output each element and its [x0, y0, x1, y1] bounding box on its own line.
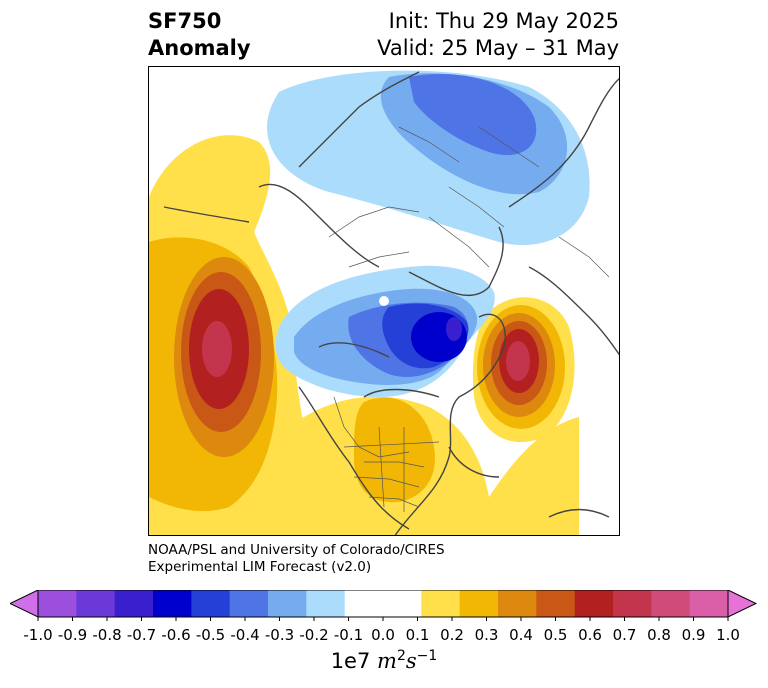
unit-base: 1e7 — [330, 649, 371, 673]
variable-name: SF750 — [148, 9, 222, 33]
colorbar-segment — [651, 590, 691, 617]
colorbar-tick-label: 0.2 — [440, 626, 464, 644]
colorbar-tick-label: 0.8 — [647, 626, 671, 644]
chart-title: SF750 Anomaly — [148, 8, 251, 62]
colorbar-tick-label: -0.9 — [57, 626, 88, 644]
arctic-siberia-low — [267, 70, 590, 246]
colorbar-tick-label: 0.3 — [474, 626, 499, 644]
colorbar-tick-label: 0.5 — [543, 626, 568, 644]
colorbar-tick-label: -0.4 — [230, 626, 260, 644]
colorbar-segment — [38, 590, 77, 617]
unit-exp-neg1: −1 — [416, 648, 438, 664]
credit-line-1: NOAA/PSL and University of Colorado/CIRE… — [148, 542, 445, 558]
colorbar-tick-label: -1.0 — [23, 626, 53, 644]
colorbar-tick-label: 0.4 — [509, 626, 533, 644]
colorbar-segment — [421, 590, 461, 617]
colorbar-tick-label: -0.1 — [333, 626, 364, 644]
variable-type: Anomaly — [148, 36, 251, 60]
colorbar-tick-label: -0.5 — [195, 626, 226, 644]
colorbar-segment — [191, 590, 231, 617]
anomaly-map — [149, 70, 619, 535]
colorbar-tick-label: 0.7 — [612, 626, 637, 644]
colorbar-segment — [306, 590, 346, 617]
colorbar-segment — [153, 590, 192, 617]
credit-line-2: Experimental LIM Forecast (v2.0) — [148, 559, 372, 575]
credit-text: NOAA/PSL and University of Colorado/CIRE… — [148, 542, 445, 576]
unit-var-m: m — [377, 649, 397, 673]
colorbar-segment — [574, 590, 614, 617]
colorbar-segment — [459, 590, 499, 617]
forecast-dates: Init: Thu 29 May 2025 Valid: 25 May – 31… — [377, 8, 619, 62]
colorbar-segment — [76, 590, 116, 617]
colorbar-tick-label: -0.2 — [299, 626, 329, 644]
map-panel — [148, 66, 620, 536]
colorbar-segment — [613, 590, 652, 617]
init-date: Init: Thu 29 May 2025 — [388, 9, 619, 33]
colorbar-segment — [498, 590, 537, 617]
colorbar-tick-label: 1.0 — [716, 626, 740, 644]
colorbar — [10, 590, 758, 621]
colorbar-tick-label: -0.8 — [92, 626, 122, 644]
colorbar-extend-high — [727, 590, 758, 618]
colorbar-tick-label: 0.0 — [371, 626, 395, 644]
baffin-low — [275, 265, 495, 397]
colorbar-tick-label: -0.6 — [161, 626, 191, 644]
valid-range: Valid: 25 May – 31 May — [377, 36, 619, 60]
colorbar-segment — [383, 590, 422, 617]
colorbar-segment — [536, 590, 576, 617]
colorbar-segment — [344, 590, 384, 617]
colorbar-units: 1e7 m2s−1 — [0, 648, 768, 673]
north-pacific-high — [149, 135, 329, 535]
north-atlantic-high — [472, 297, 575, 443]
colorbar-segment — [689, 590, 729, 617]
unit-var-s: s — [405, 649, 417, 673]
colorbar-segment — [114, 590, 154, 617]
colorbar-tick-label: 0.6 — [578, 626, 602, 644]
eastern-us-high — [287, 396, 579, 535]
colorbar-segment — [229, 590, 269, 617]
country-borders — [328, 126, 610, 512]
colorbar-segment — [268, 590, 307, 617]
colorbar-tick-label: -0.7 — [126, 626, 157, 644]
colorbar-tick-label: 0.9 — [681, 626, 706, 644]
colorbar-tick-label: -0.3 — [264, 626, 295, 644]
coastlines — [163, 71, 619, 535]
colorbar-tick-label: 0.1 — [405, 626, 430, 644]
colorbar-extend-low — [10, 590, 39, 618]
unit-exp-2: 2 — [396, 648, 406, 664]
